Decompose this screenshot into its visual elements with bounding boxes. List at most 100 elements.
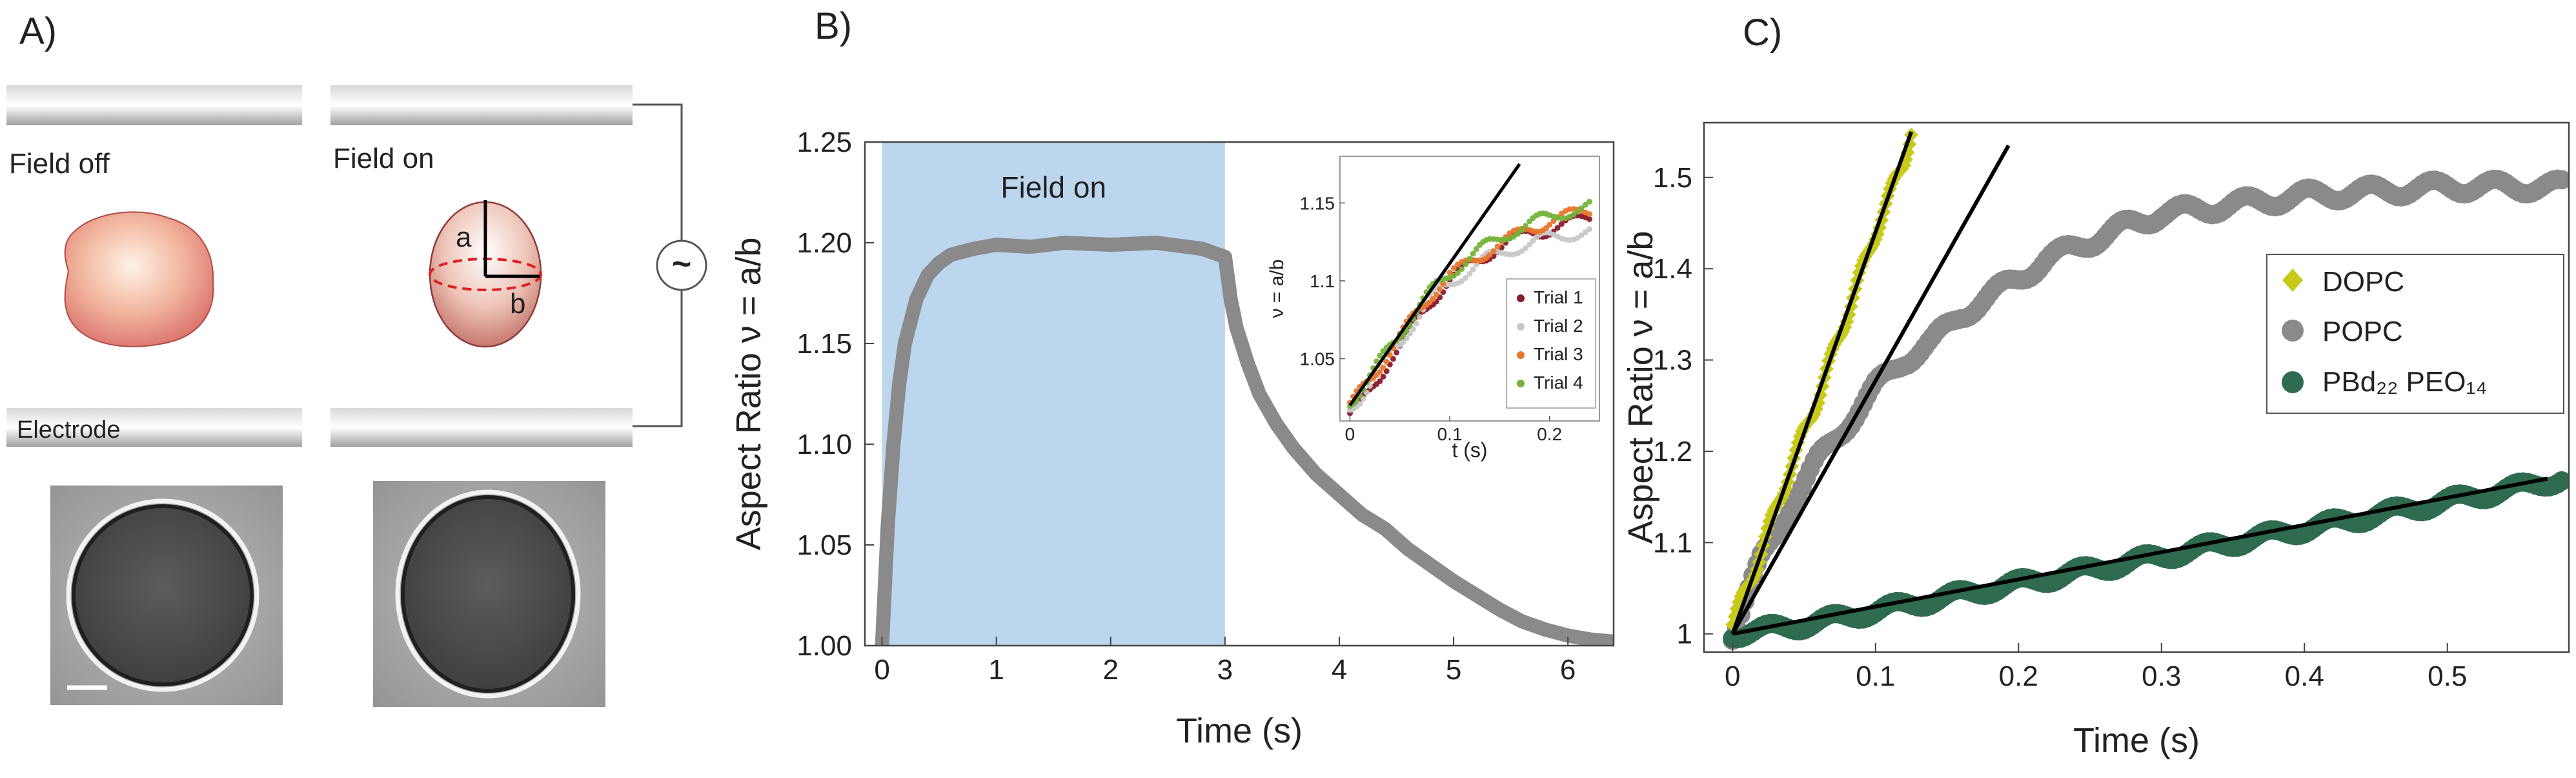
inset-point-trial-3: [1386, 352, 1393, 358]
b-data-point: [1154, 241, 1159, 245]
b-data-point: [994, 243, 999, 247]
inset-point-trial-1: [1390, 356, 1396, 362]
inset-point-trial-3: [1377, 369, 1383, 375]
ac-source-symbol: ~: [672, 245, 691, 283]
b-data-point: [937, 261, 942, 265]
c-point-pbd: [2551, 471, 2569, 491]
b-data-point: [891, 442, 896, 446]
inset-x-tick-label: 0: [1345, 424, 1355, 444]
b-x-tick-label: 3: [1217, 654, 1233, 686]
c-x-tick-label: 0: [1725, 660, 1740, 692]
b-data-point: [1474, 593, 1479, 597]
inset-point-trial-4: [1523, 223, 1529, 229]
c-y-tick-label: 1.4: [1653, 253, 1692, 285]
c-point-dopc: [1897, 158, 1912, 173]
inset-point-trial-3: [1446, 269, 1453, 276]
inset-point-trial-2: [1523, 245, 1529, 251]
inset-point-trial-3: [1383, 358, 1390, 365]
c-y-tick-label: 1: [1677, 619, 1692, 650]
inset-point-trial-3: [1450, 265, 1457, 271]
b-x-tick-label: 2: [1103, 654, 1119, 686]
inset-point-trial-2: [1470, 266, 1476, 272]
b-data-point: [1428, 563, 1433, 568]
c-x-tick-label: 0.5: [2428, 660, 2467, 692]
b-data-point: [1028, 245, 1033, 249]
vesicle-image-off-halo: [66, 498, 259, 692]
c-y-tick-label: 1.2: [1653, 436, 1692, 467]
inset-point-trial-2: [1506, 251, 1513, 258]
inset-point-trial-4: [1466, 256, 1473, 262]
b-data-point: [1360, 513, 1364, 517]
c-x-tick-label: 0.4: [2285, 660, 2324, 692]
c-series-layer: [1723, 127, 2569, 650]
b-data-point: [926, 272, 930, 277]
inset-point-trial-4: [1463, 261, 1469, 267]
inset-point-trial-1: [1394, 349, 1400, 356]
b-data-point: [1520, 619, 1525, 624]
inset-legend-label: Trial 4: [1534, 373, 1583, 393]
inset-point-trial-4: [1578, 205, 1585, 212]
inset-point-trial-4: [1574, 209, 1581, 215]
c-x-tick-label: 0.2: [1999, 660, 2038, 692]
inset-point-trial-3: [1440, 281, 1446, 287]
b-data-point: [1200, 247, 1204, 251]
b-data-point: [1062, 241, 1067, 245]
legend-dopc-label: DOPC: [2322, 266, 2404, 298]
vesicle-image-on-edge: [401, 495, 575, 693]
inset-x-axis-label: t (s): [1452, 438, 1487, 462]
b-x-tick-label: 4: [1332, 654, 1347, 686]
c-x-tick-label: 0.1: [1856, 660, 1895, 692]
b-y-tick-label: 1.05: [796, 529, 852, 561]
c-y-tick-label: 1.3: [1653, 345, 1692, 376]
b-x-axis-label: Time (s): [1176, 711, 1303, 750]
inset-point-trial-2: [1463, 274, 1469, 281]
inset-point-trial-1: [1558, 221, 1565, 227]
inset-legend-marker-icon: [1517, 323, 1525, 331]
inset-point-trial-2: [1414, 320, 1420, 327]
c-fit-line-1: [1730, 144, 2011, 635]
inset-point-trial-4: [1454, 270, 1461, 276]
b-data-point: [1228, 297, 1233, 302]
inset-legend-label: Trial 1: [1534, 287, 1583, 307]
inset-point-trial-4: [1486, 236, 1493, 242]
inset-point-trial-2: [1459, 278, 1465, 284]
b-data-point: [1383, 527, 1387, 531]
c-y-tick-label: 1.1: [1653, 527, 1692, 558]
inset-point-trial-1: [1554, 225, 1561, 231]
inset-legend-label: Trial 3: [1534, 344, 1583, 364]
bottom-electrode-left: [6, 408, 302, 447]
b-data-point: [1234, 325, 1239, 330]
inset-point-trial-2: [1518, 248, 1525, 254]
electrode-label: Electrode: [17, 416, 121, 444]
inset-point-trial-1: [1587, 216, 1593, 222]
b-tick-layer: 0 1 2 3 4 5 61.001.051.101.151.201.25: [796, 127, 1576, 686]
inset-legend-marker-icon: [1517, 380, 1525, 387]
inset-y-axis-label: ν = a/b: [1266, 260, 1288, 318]
inset-point-trial-3: [1486, 252, 1493, 258]
vesicle-field-off: [64, 211, 214, 347]
inset-fit-line: [1348, 163, 1521, 407]
b-y-tick-label: 1.10: [796, 429, 852, 460]
b-data-point: [1406, 547, 1410, 551]
inset-point-trial-4: [1473, 246, 1479, 252]
c-y-axis-label: Aspect Ratio ν = a/b: [1621, 231, 1660, 544]
c-fit-line-0: [1730, 131, 1913, 635]
b-data-point: [1543, 628, 1547, 632]
inset-point-trial-2: [1587, 226, 1593, 232]
inset-point-trial-4: [1514, 230, 1521, 237]
inset-point-trial-2: [1417, 314, 1423, 320]
inset-point-trial-3: [1380, 364, 1386, 371]
c-legend: [2266, 254, 2564, 414]
b-data-point: [1222, 254, 1227, 259]
b-data-point: [1292, 446, 1296, 451]
b-axes-frame: [864, 141, 1615, 647]
inset-point-trial-2: [1578, 232, 1585, 238]
b-x-tick-label: 6: [1560, 654, 1576, 686]
field-off-label: Field off: [9, 148, 110, 179]
inset-legend-label: Trial 2: [1534, 316, 1583, 336]
inset-point-trial-3: [1433, 291, 1439, 298]
vesicle-image-on-halo: [395, 489, 581, 699]
panel-c: C) 0 0.1 0.2 0.3 0.4 0.5 1 1.1 1.2 1.3 1.4 1.5 Time…: [1621, 12, 2570, 760]
inset-x-tick-label: 0.2: [1537, 424, 1562, 444]
